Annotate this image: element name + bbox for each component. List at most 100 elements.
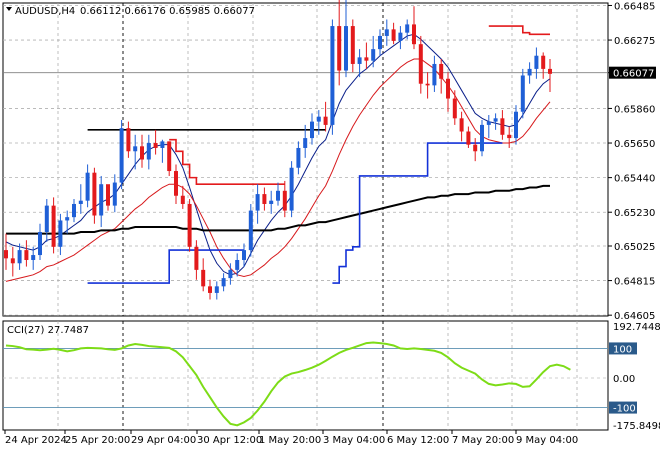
candle-down bbox=[208, 286, 212, 293]
candle-down bbox=[473, 144, 478, 152]
candles bbox=[4, 0, 552, 300]
cci-scale-label: 192.7448 bbox=[613, 322, 660, 333]
price-tick-label: 0.64605 bbox=[614, 311, 655, 322]
candle-up bbox=[310, 121, 314, 139]
candle-up bbox=[398, 32, 403, 41]
candle-down bbox=[337, 26, 342, 71]
candle-up bbox=[242, 250, 246, 260]
candle-down bbox=[439, 63, 444, 79]
candle-down bbox=[10, 258, 15, 264]
candle-up bbox=[146, 143, 151, 160]
current-price-label: 0.66077 bbox=[613, 69, 654, 80]
time-label: 9 May 04:00 bbox=[516, 435, 578, 446]
candle-up bbox=[58, 220, 63, 247]
candle-down bbox=[452, 98, 457, 119]
candle-down bbox=[126, 128, 131, 152]
candle-up bbox=[17, 250, 22, 264]
candle-down bbox=[153, 143, 158, 148]
candle-up bbox=[38, 231, 42, 256]
candle-up bbox=[31, 255, 36, 260]
candle-up bbox=[235, 259, 240, 270]
candle-down bbox=[391, 29, 396, 41]
candle-down bbox=[425, 83, 430, 86]
price-tick-label: 0.65650 bbox=[614, 139, 655, 150]
cci-scale-label: 0.00 bbox=[613, 374, 635, 385]
candle-down bbox=[541, 55, 546, 69]
time-label: 24 Apr 2024 bbox=[5, 435, 67, 446]
cci-pane bbox=[2, 320, 609, 431]
candle-up bbox=[514, 111, 518, 139]
candle-down bbox=[350, 26, 355, 64]
candle-up bbox=[344, 26, 348, 71]
candle-up bbox=[276, 190, 280, 201]
candle-down bbox=[548, 68, 552, 74]
candle-up bbox=[269, 200, 274, 204]
candle-up bbox=[316, 116, 321, 122]
candle-up bbox=[78, 200, 83, 204]
candle-up bbox=[384, 29, 389, 36]
symbol-label: AUDUSD,H4 bbox=[15, 6, 75, 17]
candle-down bbox=[187, 203, 192, 247]
price-tick-label: 0.65440 bbox=[614, 174, 655, 185]
price-pane bbox=[2, 2, 609, 317]
candle-up bbox=[255, 194, 260, 211]
candle-down bbox=[140, 146, 144, 160]
indicator-trailing_stop_support bbox=[87, 249, 244, 284]
candle-up bbox=[221, 278, 226, 287]
price-tick-label: 0.65860 bbox=[614, 104, 655, 115]
symbol-dropdown-icon[interactable] bbox=[6, 7, 12, 11]
price-tick-label: 0.66275 bbox=[614, 36, 655, 47]
candle-down bbox=[201, 269, 206, 287]
time-label: 29 Apr 04:00 bbox=[131, 435, 196, 446]
cci-grid bbox=[57, 321, 578, 430]
current-price-box bbox=[609, 66, 656, 79]
candle-up bbox=[486, 121, 491, 125]
cci-level-box bbox=[609, 401, 637, 414]
cci-scale-label: -175.8498 bbox=[613, 421, 660, 432]
time-label: 3 May 04:00 bbox=[323, 435, 385, 446]
cci-label: CCI(27) 27.7487 bbox=[7, 325, 89, 336]
candle-down bbox=[106, 184, 110, 206]
time-label: 30 Apr 12:00 bbox=[197, 435, 262, 446]
cci-axis: 192.7448 100 0.00 -100 -175.8498 bbox=[609, 322, 660, 432]
price-indicators bbox=[5, 25, 551, 284]
candle-up bbox=[133, 146, 138, 152]
candle-down bbox=[418, 44, 423, 84]
indicator-ma_long bbox=[6, 184, 550, 235]
candle-up bbox=[85, 172, 90, 201]
candle-down bbox=[174, 171, 178, 196]
candle-up bbox=[289, 167, 294, 211]
candle-down bbox=[323, 116, 328, 125]
candle-up bbox=[371, 49, 376, 61]
candle-down bbox=[194, 246, 199, 270]
candle-down bbox=[507, 134, 512, 139]
candle-down bbox=[262, 194, 267, 204]
time-label: 1 May 20:00 bbox=[259, 435, 321, 446]
candle-down bbox=[466, 131, 471, 145]
candle-up bbox=[112, 182, 117, 206]
indicator-ma_medium bbox=[5, 58, 551, 282]
candle-up bbox=[330, 26, 335, 125]
price-tick-label: 0.64815 bbox=[614, 277, 655, 288]
candle-up bbox=[432, 63, 437, 86]
candle-up bbox=[405, 24, 410, 33]
candle-up bbox=[520, 75, 525, 112]
candle-down bbox=[459, 118, 464, 132]
candle-down bbox=[412, 24, 416, 45]
price-axis: 0.66485 0.66275 0.66077 0.65860 0.65650 0.654… bbox=[608, 1, 656, 322]
candle-up bbox=[357, 57, 362, 64]
cci-line bbox=[5, 341, 571, 427]
ohlc-values: 0.66112 0.66176 0.65985 0.66077 bbox=[80, 6, 255, 17]
candle-up bbox=[303, 138, 308, 148]
candle-down bbox=[167, 141, 172, 172]
candle-up bbox=[65, 217, 70, 221]
cci-line-group bbox=[3, 341, 608, 427]
cci-level-label: 100 bbox=[613, 344, 632, 355]
candle-down bbox=[364, 57, 369, 61]
candle-up bbox=[214, 286, 219, 293]
time-label: 7 May 20:00 bbox=[452, 435, 514, 446]
candle-up bbox=[378, 35, 382, 50]
indicator-trailing_stop_resistance bbox=[169, 138, 285, 186]
